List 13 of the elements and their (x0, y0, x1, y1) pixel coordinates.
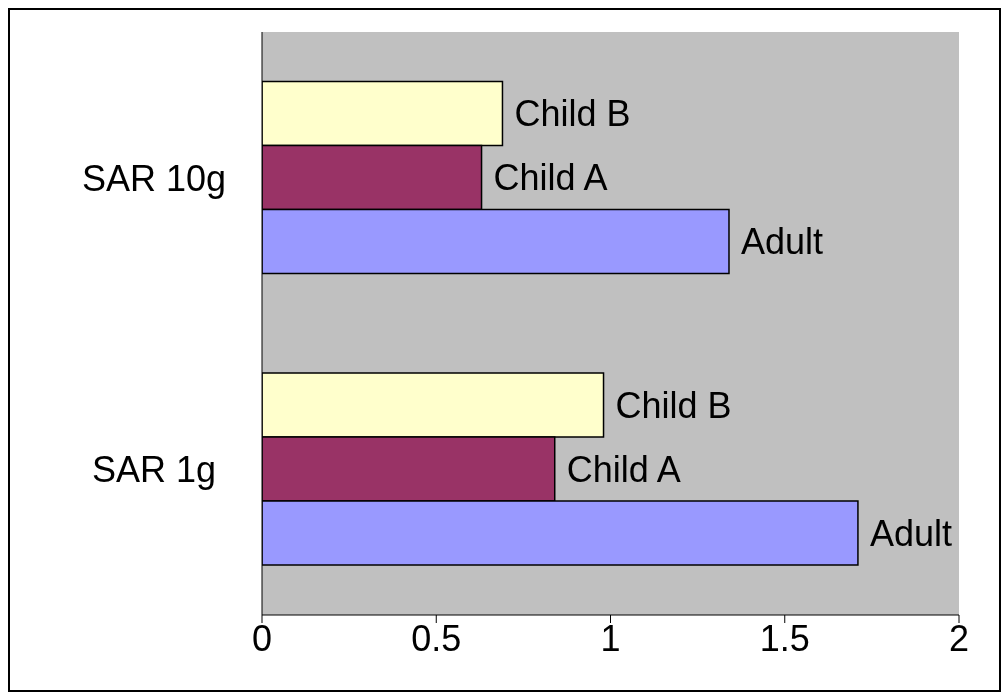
x-tick-label: 0 (251, 617, 273, 659)
x-tick-label: 1.5 (759, 617, 810, 659)
text: Child A (566, 448, 681, 490)
series-label: Child A (493, 157, 608, 199)
y-tick-label: SAR 10g (81, 157, 227, 199)
text: Adult (740, 221, 824, 263)
x-tick-label: 0.5 (411, 617, 462, 659)
y-tick-label: SAR 1g (91, 449, 217, 491)
text: Child B (615, 384, 732, 426)
x-tick-label: 2 (948, 617, 970, 659)
series-label: Child B (514, 93, 631, 135)
x-tick-label: 1 (600, 617, 621, 659)
series-label: Adult (869, 512, 952, 554)
